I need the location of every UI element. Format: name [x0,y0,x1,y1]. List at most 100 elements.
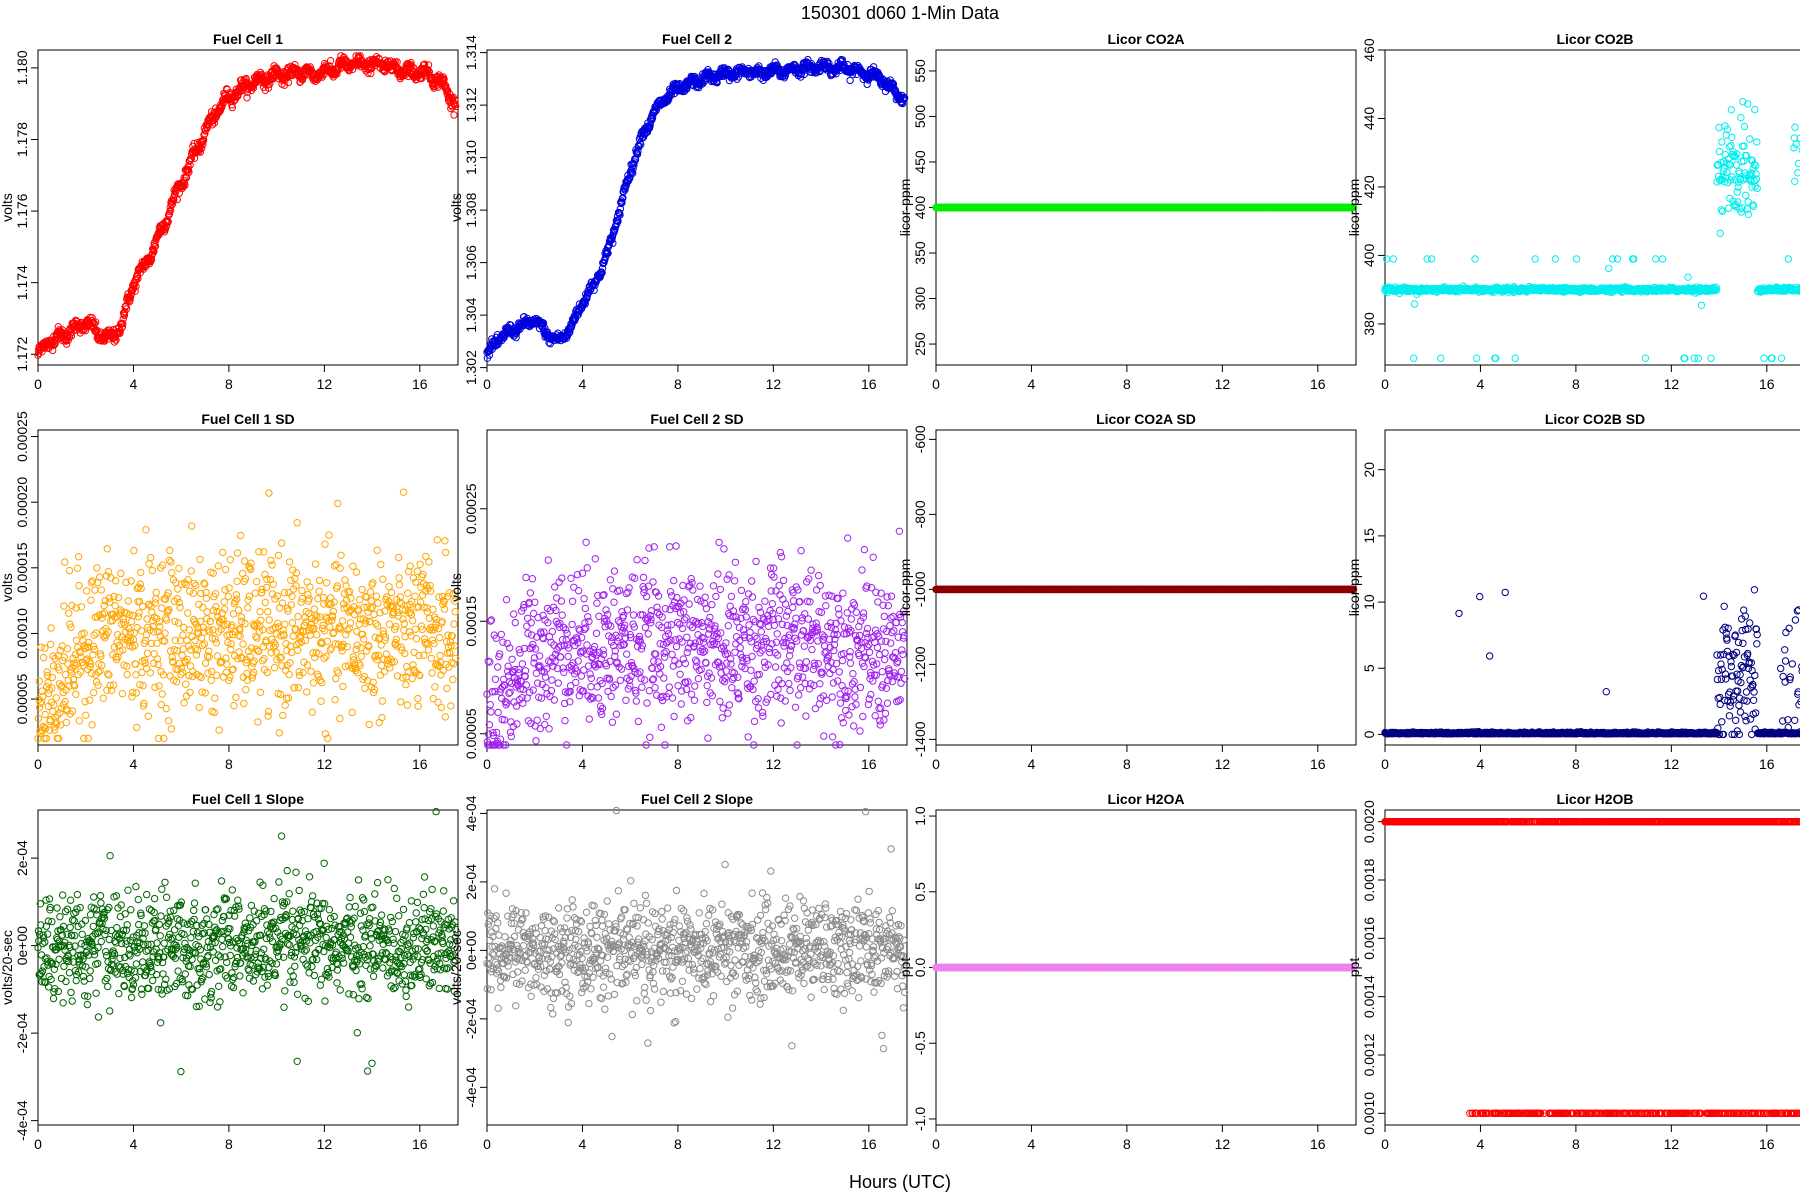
data-point [1641,354,1650,362]
data-point [1791,177,1799,186]
data-point [265,616,273,624]
data-point [629,169,637,177]
data-point [269,580,277,588]
y-tick-label: 440 [1361,107,1377,131]
data-point [621,186,629,194]
data-point [114,593,123,602]
data-point [127,617,136,626]
data-point [210,119,219,127]
data-point [117,569,125,578]
data-point [222,654,230,662]
data-point [185,626,194,634]
data-point [420,61,428,69]
data-point [73,564,82,572]
panel-title: Fuel Cell 2 [662,31,732,47]
data-point [145,560,153,568]
y-axis-label: volts [0,193,15,222]
data-point [1613,255,1622,263]
data-point [35,677,43,685]
data-point [1727,141,1735,150]
panel-2: Fuel Cell 20 4 8 12 161.3021.3041.3061.3081.… [448,31,909,392]
x-tick-label: 16 [1759,376,1775,392]
data-point [637,140,645,149]
x-tick-label: 4 [130,376,138,392]
data-point [166,207,174,216]
data-point [188,522,196,530]
data-point [281,620,289,628]
y-tick-label: 250 [912,332,928,356]
y-tick-label: 380 [1361,312,1377,336]
data-point [82,587,91,595]
data-point [244,596,252,604]
data-point [609,239,617,247]
data-point [120,311,129,320]
data-point [256,607,264,616]
data-point [124,597,133,605]
data-point [1471,255,1479,263]
x-tick-label: 8 [1123,376,1131,392]
data-point [1760,354,1768,362]
y-tick-label: 420 [1361,175,1377,199]
data-point [87,596,95,604]
data-point [92,318,100,326]
data-point [90,320,99,328]
x-tick-label: 4 [130,756,138,772]
data-point [126,296,134,304]
data-point [135,609,143,617]
data-point [244,604,252,612]
data-point [618,198,626,207]
y-axis-label: volts [448,193,464,222]
data-point [122,305,131,313]
data-point [39,653,48,662]
data-point [192,581,200,590]
data-point [72,636,81,644]
data-point [1715,147,1724,156]
data-point [266,80,274,88]
y-axis-label: licor-ppm [897,179,913,237]
data-point [155,682,163,690]
plot-frame [37,429,459,746]
data-point [162,704,170,713]
y-tick-label: 500 [912,105,928,129]
data-point [294,683,303,692]
data-point [97,586,106,594]
data-point [627,169,635,177]
data-point [260,548,268,556]
data-point [49,337,58,346]
x-tick-label: 16 [1310,376,1326,392]
data-point [641,130,649,138]
data-point [1737,114,1745,122]
y-tick-label: 460 [1361,38,1377,62]
data-point [132,671,140,679]
x-tick-label: 12 [317,376,333,392]
data-point [268,561,276,569]
x-tick-label: 16 [412,376,428,392]
panel-5: Fuel Cell 1 SD0 4 8 12 160.000050.000100.000… [0,411,460,772]
data-point [652,106,660,115]
data-point [1572,255,1581,263]
data-point [265,489,273,497]
data-point [223,660,231,668]
data-point [224,592,233,601]
x-tick-label: 8 [674,376,682,392]
data-point [213,671,221,679]
data-point [164,717,173,725]
data-point [197,144,206,153]
data-point [75,581,83,590]
data-point [75,717,84,725]
data-point [254,718,262,726]
data-point [212,639,221,647]
x-tick-label: 12 [1664,376,1680,392]
data-point [288,619,297,627]
data-point [49,662,58,670]
data-point [84,734,92,743]
x-tick-label: 0 [34,756,42,772]
data-point [150,659,158,667]
data-point [420,60,429,68]
data-point [62,718,71,727]
data-point [180,699,188,707]
data-point [116,327,125,335]
data-point [176,603,184,612]
y-tick-label: 1.302 [463,350,479,385]
data-point [1410,300,1419,308]
